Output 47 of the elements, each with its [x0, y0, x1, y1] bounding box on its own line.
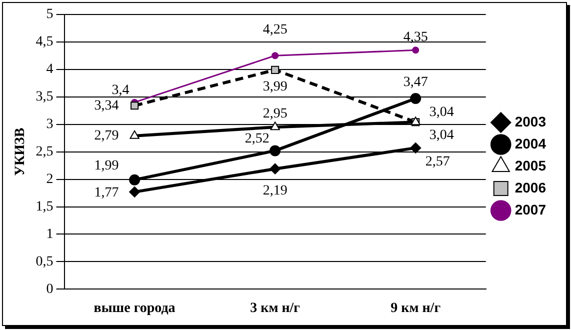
point — [412, 46, 420, 54]
y-tick-label: 0 — [46, 282, 54, 297]
y-axis-title: УКИЗВ — [13, 128, 28, 176]
point — [130, 102, 139, 110]
data-label: 3,34 — [94, 98, 119, 114]
y-tick-label: 1,5 — [36, 199, 54, 214]
legend-label: 2007 — [514, 201, 546, 218]
point — [129, 174, 140, 186]
data-label: 3,4 — [112, 83, 130, 98]
point — [130, 130, 140, 139]
point — [270, 122, 280, 130]
data-label: 3,04 — [429, 104, 454, 120]
data-label: 2,57 — [425, 154, 450, 170]
data-label: 4,35 — [403, 30, 428, 45]
legend-label: 2003 — [514, 113, 546, 130]
data-label: 2,79 — [94, 128, 119, 144]
data-label: 1,77 — [94, 186, 119, 201]
x-tick-label: 9 км н/г — [390, 301, 441, 316]
y-tick-label: 5 — [46, 7, 54, 22]
legend-label: 2005 — [514, 157, 546, 174]
data-label: 2,52 — [244, 131, 270, 146]
data-label: 3,47 — [403, 75, 428, 90]
x-tick-label: выше города — [94, 301, 176, 316]
point — [271, 66, 280, 74]
data-label: 2,95 — [262, 106, 288, 122]
point — [272, 52, 279, 60]
point — [410, 92, 422, 104]
data-label: 1,99 — [94, 158, 119, 174]
y-tick-label: 1 — [46, 226, 54, 242]
y-tick-label: 2,5 — [36, 144, 54, 160]
legend-label: 2004 — [514, 135, 546, 152]
x-tick-label: 3 км н/г — [250, 301, 300, 316]
data-label: 4,25 — [262, 22, 288, 38]
point — [270, 163, 281, 174]
y-tick-label: 4 — [46, 62, 54, 78]
y-tick-label: 4,5 — [36, 34, 54, 50]
point — [129, 186, 140, 198]
y-tick-label: 3 — [46, 116, 54, 132]
data-label: 3,99 — [262, 80, 288, 95]
data-label: 3,04 — [429, 128, 454, 143]
data-label: 2,19 — [262, 184, 288, 199]
y-tick-label: 3,5 — [36, 90, 54, 105]
y-tick-label: 0,5 — [36, 254, 54, 270]
point — [410, 142, 422, 154]
point — [270, 145, 281, 156]
y-tick-label: 2 — [46, 172, 54, 187]
legend-label: 2006 — [514, 179, 546, 196]
